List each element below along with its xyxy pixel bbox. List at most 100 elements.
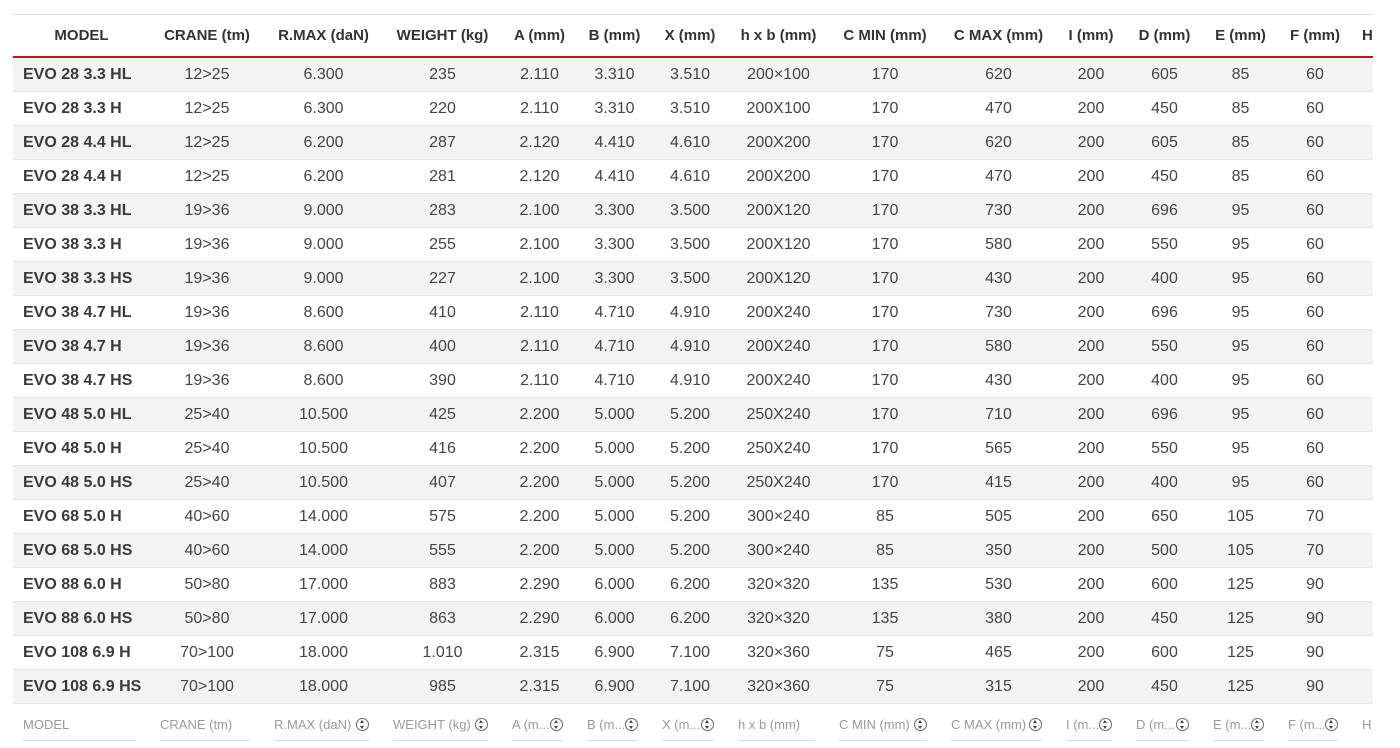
filter-input[interactable]: B (m... xyxy=(587,717,626,732)
spinner-icon[interactable] xyxy=(356,718,369,731)
filter-input[interactable]: WEIGHT (kg) xyxy=(393,717,471,732)
data-cell: 10.500 xyxy=(299,406,348,423)
data-cell: 60 xyxy=(1306,270,1324,287)
filter-input[interactable]: R.MAX (daN) xyxy=(274,717,352,732)
filter-input[interactable]: X (m... xyxy=(662,717,701,732)
spinner-icon[interactable] xyxy=(1029,718,1042,731)
table-row xyxy=(13,534,1373,568)
spinner-icon[interactable] xyxy=(1325,718,1338,731)
data-cell: 465 xyxy=(985,644,1012,661)
filter-input[interactable]: h x b (mm) xyxy=(738,717,801,732)
data-cell: 400 xyxy=(429,338,456,355)
filter-input[interactable]: A (m... xyxy=(512,717,550,732)
data-cell: 696 xyxy=(1151,202,1178,219)
filter-input[interactable]: MODEL xyxy=(23,717,70,732)
spinner-icon[interactable] xyxy=(1099,718,1112,731)
column-header[interactable]: B (mm) xyxy=(588,27,641,44)
column-header[interactable]: I (mm) xyxy=(1068,27,1114,44)
data-cell: 4.410 xyxy=(594,134,635,151)
data-cell: 470 xyxy=(985,168,1012,185)
column-header[interactable]: WEIGHT (kg) xyxy=(396,27,489,44)
filter-input[interactable]: C MIN (mm) xyxy=(839,717,910,732)
table-row xyxy=(13,330,1373,364)
data-cell: 2.200 xyxy=(519,474,560,491)
data-cell: 255 xyxy=(429,236,456,253)
filter-underline xyxy=(23,740,136,741)
data-cell: 380 xyxy=(985,610,1012,627)
filter-input[interactable]: C MAX (mm) xyxy=(951,717,1027,732)
data-cell: 105 xyxy=(1227,508,1254,525)
data-cell: 2.200 xyxy=(519,406,560,423)
data-cell: 2.200 xyxy=(519,508,560,525)
data-cell: 7.100 xyxy=(669,678,711,695)
filter-input[interactable]: I (m... xyxy=(1066,717,1100,732)
filter-input[interactable]: H xyxy=(1362,717,1372,732)
data-cell: 170 xyxy=(871,100,899,117)
spec-table: MODEL CRANE (tm) R.MAX (daN) WEIGHT (kg) A (… xyxy=(13,0,1373,748)
model-cell: EVO 28 3.3 H xyxy=(23,100,122,117)
data-cell: 320×360 xyxy=(747,678,810,695)
column-header[interactable]: F (mm) xyxy=(1290,27,1340,44)
data-cell: 4.710 xyxy=(594,338,635,355)
column-header[interactable]: E (mm) xyxy=(1215,27,1266,44)
data-cell: 300×240 xyxy=(747,508,810,525)
data-cell: 575 xyxy=(429,508,456,525)
data-cell: 95 xyxy=(1231,440,1250,457)
data-cell: 19>36 xyxy=(184,202,230,219)
data-cell: 60 xyxy=(1306,304,1324,321)
data-cell: 60 xyxy=(1306,100,1324,117)
spinner-icon[interactable] xyxy=(625,718,638,731)
data-cell: 19>36 xyxy=(184,270,230,287)
data-cell: 6.300 xyxy=(303,100,344,117)
data-cell: 600 xyxy=(1151,576,1178,593)
table-row xyxy=(13,228,1373,262)
filter-underline xyxy=(662,740,714,741)
table-row xyxy=(13,160,1373,194)
filter-underline xyxy=(1066,740,1112,741)
data-cell: 6.200 xyxy=(303,134,344,151)
column-header[interactable]: A (mm) xyxy=(513,27,566,44)
column-header[interactable]: C MIN (mm) xyxy=(843,27,927,44)
spinner-icon[interactable] xyxy=(914,718,927,731)
data-cell: 6.300 xyxy=(303,66,344,83)
data-cell: 125 xyxy=(1227,576,1254,593)
spinner-icon[interactable] xyxy=(1251,718,1264,731)
spinner-icon[interactable] xyxy=(1176,718,1189,731)
filter-input[interactable]: D (m... xyxy=(1136,717,1175,732)
data-cell: 730 xyxy=(985,202,1012,219)
data-cell: 12>25 xyxy=(184,100,230,117)
table-row xyxy=(13,262,1373,296)
model-cell: EVO 28 4.4 H xyxy=(23,168,122,185)
spinner-icon[interactable] xyxy=(550,718,563,731)
data-cell: 9.000 xyxy=(303,236,344,253)
filter-input[interactable]: CRANE (tm) xyxy=(160,717,233,732)
spinner-icon[interactable] xyxy=(475,718,488,731)
data-cell: 580 xyxy=(985,236,1012,253)
data-cell: 6.200 xyxy=(303,168,344,185)
spinner-icon[interactable] xyxy=(701,718,714,731)
data-cell: 17.000 xyxy=(299,610,348,627)
filter-input[interactable]: E (m... xyxy=(1213,717,1252,732)
data-cell: 2.120 xyxy=(519,168,560,185)
column-header[interactable]: H xyxy=(1362,27,1373,44)
data-cell: 9.000 xyxy=(303,270,344,287)
table-row xyxy=(13,432,1373,466)
data-cell: 250X240 xyxy=(746,474,811,491)
column-header[interactable]: X (mm) xyxy=(664,27,716,44)
data-cell: 2.315 xyxy=(519,644,560,661)
filter-input[interactable]: F (m... xyxy=(1288,717,1326,732)
data-cell: 3.300 xyxy=(594,270,635,287)
data-cell: 8.600 xyxy=(303,338,344,355)
data-cell: 8.600 xyxy=(303,304,344,321)
column-header[interactable]: MODEL xyxy=(54,27,109,44)
column-header[interactable]: D (mm) xyxy=(1138,27,1191,44)
column-header[interactable]: C MAX (mm) xyxy=(953,27,1044,44)
column-header[interactable]: R.MAX (daN) xyxy=(278,27,369,44)
data-cell: 3.510 xyxy=(669,66,711,83)
column-header[interactable]: h x b (mm) xyxy=(740,27,817,44)
data-cell: 95 xyxy=(1231,474,1250,491)
column-header[interactable]: CRANE (tm) xyxy=(164,27,250,44)
data-cell: 18.000 xyxy=(299,678,348,695)
data-cell: 710 xyxy=(985,406,1012,423)
model-cell: EVO 28 4.4 HL xyxy=(23,134,132,151)
